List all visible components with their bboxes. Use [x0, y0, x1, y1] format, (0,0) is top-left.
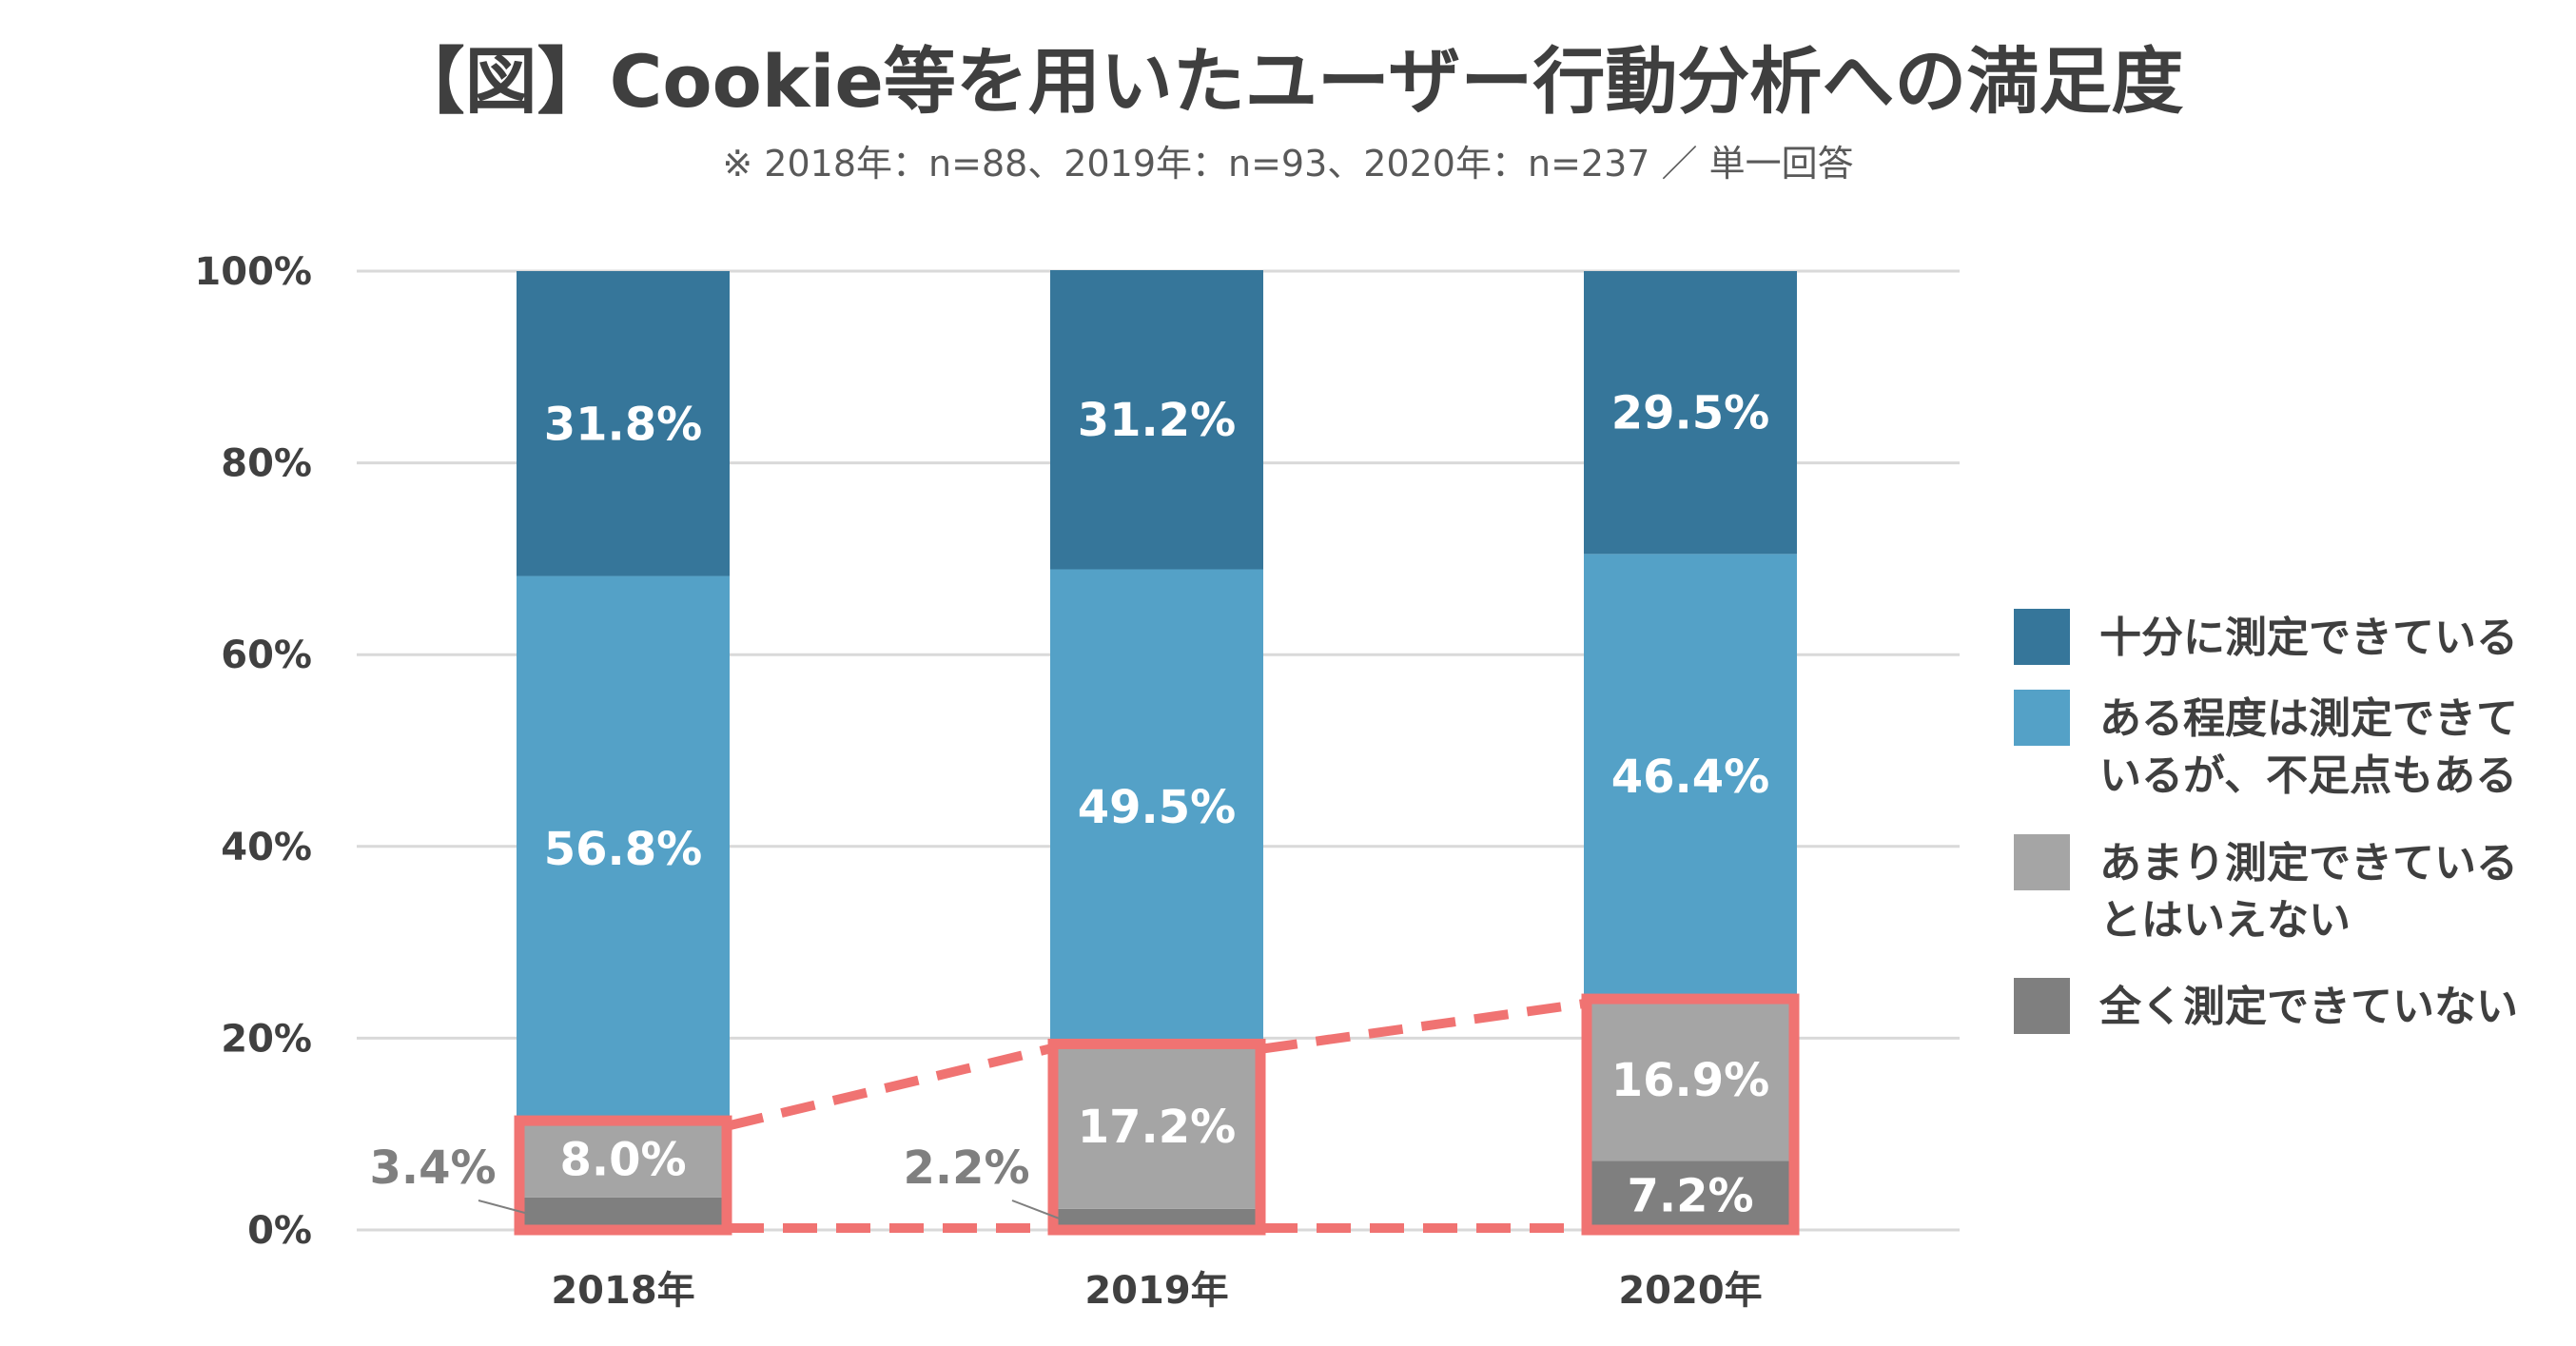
data-label-2020-s2: 46.4% [1611, 751, 1770, 804]
bar-segment-2020-s1 [1584, 999, 1797, 1161]
y-tick-label: 100% [194, 250, 312, 294]
data-label-2019-s2: 49.5% [1078, 781, 1237, 834]
data-label-2019-s1: 17.2% [1078, 1101, 1237, 1154]
highlight-connector-top [728, 1044, 1052, 1130]
bar-segment-2019-s1 [1050, 1044, 1263, 1209]
bar-segment-2018-s0 [517, 1197, 730, 1230]
legend-label-s1: とはいえない [2099, 896, 2351, 945]
bar-segment-2018-s1 [517, 1121, 730, 1198]
data-label-2018-s0: 3.4% [369, 1141, 496, 1195]
data-label-2018-s3: 31.8% [544, 398, 703, 451]
y-tick-label: 40% [221, 826, 312, 869]
data-label-2019-s3: 31.2% [1078, 394, 1237, 447]
highlight-overlay [514, 993, 1800, 1236]
data-label-2020-s3: 29.5% [1611, 387, 1770, 440]
data-labels: 3.4% 8.0% 56.8% 31.8% 2.2% 17.2% 49.5% 31.2% 7.2… [369, 387, 1769, 1223]
legend-swatch-s2 [2014, 690, 2070, 746]
legend-label-s0: 全く測定できていない [2098, 983, 2518, 1031]
y-tick-label: 0% [247, 1209, 312, 1253]
highlight-frame-2018 [514, 1115, 732, 1236]
bar-segment-2019-s3 [1050, 269, 1263, 570]
bar-segment-2019-s0 [1050, 1208, 1263, 1230]
bar-segment-2020-s0 [1584, 1161, 1797, 1230]
bars [517, 269, 1797, 1230]
x-tick-label-2020: 2020年 [1618, 1269, 1762, 1313]
legend-label-s3: 十分に測定できている [2099, 614, 2518, 662]
data-label-2019-s0: 2.2% [903, 1141, 1029, 1195]
x-tick-label-2019: 2019年 [1084, 1269, 1228, 1313]
legend-label-s2: ある程度は測定できて [2099, 694, 2518, 743]
y-tick-label: 60% [221, 634, 312, 677]
highlight-frame-2020 [1581, 993, 1800, 1236]
data-label-2018-s2: 56.8% [544, 823, 703, 876]
bar-segment-2020-s2 [1584, 554, 1797, 1000]
legend-swatch-s1 [2014, 834, 2070, 890]
leader-line [478, 1200, 529, 1215]
chart-subtitle: ※ 2018年：n=88、2019年：n=93、2020年：n=237 ／ 単一… [722, 143, 1853, 185]
bar-segment-2020-s3 [1584, 271, 1797, 555]
x-tick-label-2018: 2018年 [551, 1269, 694, 1313]
legend-swatch-s3 [2014, 609, 2070, 665]
data-label-2020-s1: 16.9% [1611, 1054, 1770, 1107]
data-label-2018-s1: 8.0% [559, 1133, 686, 1186]
x-axis: 2018年 2019年 2020年 [551, 1269, 1762, 1313]
chart-title: 【図】Cookie等を用いたユーザー行動分析への満足度 [393, 39, 2184, 124]
y-tick-label: 20% [221, 1017, 312, 1061]
bar-segment-2018-s3 [517, 271, 730, 576]
highlight-connector-top [1262, 999, 1585, 1054]
highlight-frame-2019 [1047, 1038, 1266, 1236]
data-label-2020-s0: 7.2% [1627, 1170, 1753, 1223]
bar-segment-2019-s2 [1050, 569, 1263, 1044]
y-axis: 0% 20% 40% 60% 80% 100% [194, 250, 312, 1253]
bar-segment-2018-s2 [517, 575, 730, 1122]
legend-swatch-s0 [2014, 978, 2070, 1034]
legend-label-s1: あまり測定できている [2099, 839, 2518, 888]
legend-label-s2: いるが、不足点もある [2099, 751, 2517, 800]
legend: 十分に測定できているある程度は測定できているが、不足点もあるあまり測定できている… [2014, 609, 2518, 1034]
y-tick-label: 80% [221, 442, 312, 486]
leader-line [1011, 1200, 1063, 1220]
